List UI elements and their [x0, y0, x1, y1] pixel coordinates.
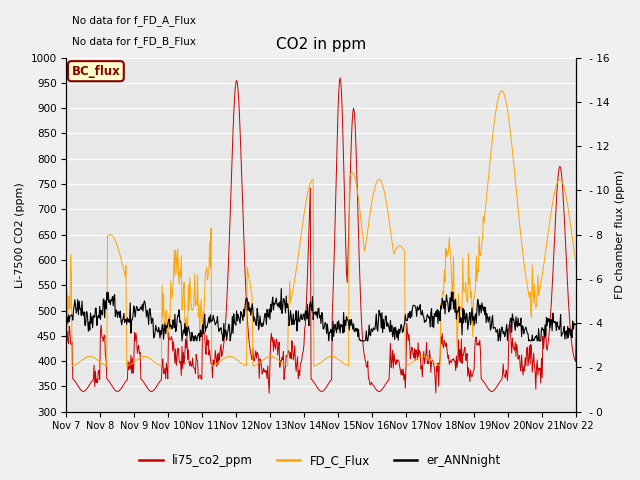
li75_co2_ppm — [399, 366, 407, 372]
er_ANNnight — [277, 286, 285, 291]
FD_C_Flux — [498, 88, 506, 94]
li75_co2_ppm — [124, 358, 132, 364]
li75_co2_ppm — [203, 333, 211, 338]
FD_C_Flux — [68, 363, 76, 369]
er_ANNnight — [176, 319, 184, 325]
FD_C_Flux — [399, 245, 406, 251]
FD_C_Flux — [572, 263, 580, 269]
Y-axis label: FD chamber flux (ppm): FD chamber flux (ppm) — [615, 170, 625, 300]
li75_co2_ppm — [63, 332, 70, 338]
li75_co2_ppm — [72, 379, 79, 385]
li75_co2_ppm — [385, 377, 392, 383]
er_ANNnight — [63, 318, 70, 324]
FD_C_Flux — [177, 273, 184, 279]
Line: FD_C_Flux: FD_C_Flux — [67, 91, 576, 366]
Title: CO2 in ppm: CO2 in ppm — [276, 37, 367, 52]
Text: No data for f_FD_A_Flux: No data for f_FD_A_Flux — [72, 15, 195, 26]
li75_co2_ppm — [176, 360, 184, 366]
Line: er_ANNnight: er_ANNnight — [67, 288, 576, 341]
er_ANNnight — [204, 322, 211, 328]
FD_C_Flux — [384, 207, 392, 213]
Text: BC_flux: BC_flux — [72, 65, 120, 78]
li75_co2_ppm — [572, 324, 580, 329]
er_ANNnight — [72, 304, 79, 310]
er_ANNnight — [399, 328, 407, 334]
Text: No data for f_FD_B_Flux: No data for f_FD_B_Flux — [72, 36, 195, 47]
Y-axis label: Li-7500 CO2 (ppm): Li-7500 CO2 (ppm) — [15, 182, 25, 288]
er_ANNnight — [385, 322, 392, 327]
FD_C_Flux — [72, 361, 80, 367]
Line: li75_co2_ppm: li75_co2_ppm — [67, 78, 576, 393]
li75_co2_ppm — [336, 75, 344, 81]
FD_C_Flux — [204, 277, 211, 283]
er_ANNnight — [572, 321, 580, 327]
FD_C_Flux — [63, 343, 70, 349]
FD_C_Flux — [125, 362, 132, 368]
er_ANNnight — [178, 338, 186, 344]
Legend: li75_co2_ppm, FD_C_Flux, er_ANNnight: li75_co2_ppm, FD_C_Flux, er_ANNnight — [134, 449, 506, 472]
li75_co2_ppm — [266, 390, 273, 396]
er_ANNnight — [124, 319, 132, 324]
